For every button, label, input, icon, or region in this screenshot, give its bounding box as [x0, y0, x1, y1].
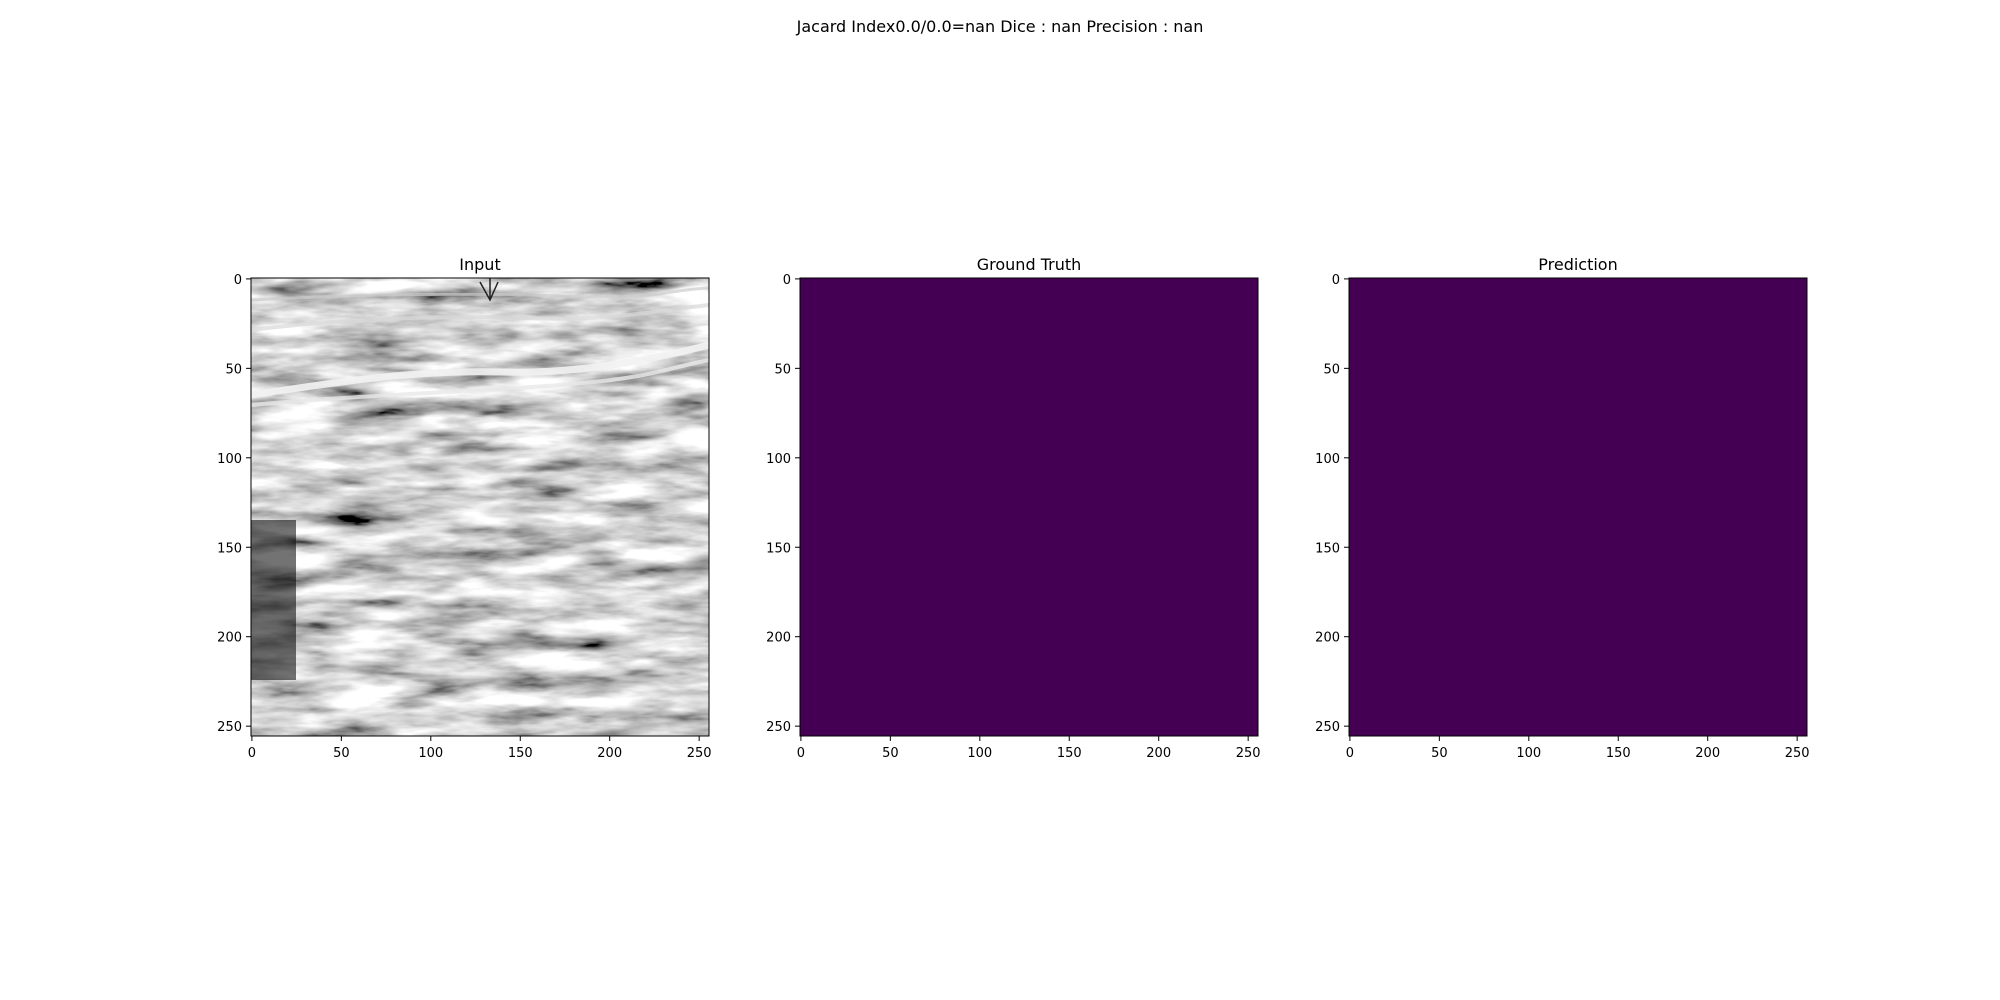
x-tick-label: 50: [882, 746, 899, 761]
x-axis-ticks: 0 50 100 150 200 250: [248, 736, 712, 761]
y-tick-label: 0: [783, 273, 791, 288]
ground-truth-mask: [800, 278, 1258, 736]
x-tick-label: 150: [1057, 746, 1082, 761]
x-tick-label: 100: [418, 746, 443, 761]
y-axis-ticks: 0 50 100 150 200 250: [217, 273, 251, 735]
y-tick-label: 50: [225, 362, 242, 377]
y-tick-label: 100: [766, 452, 791, 467]
y-tick-label: 150: [217, 541, 242, 556]
y-tick-label: 0: [1332, 273, 1340, 288]
y-tick-label: 200: [1315, 631, 1340, 646]
x-tick-label: 200: [1695, 746, 1720, 761]
x-tick-label: 200: [597, 746, 622, 761]
y-tick-label: 250: [217, 720, 242, 735]
panel-title: Ground Truth: [977, 255, 1082, 274]
x-tick-label: 250: [687, 746, 712, 761]
x-tick-label: 50: [1431, 746, 1448, 761]
figure-suptitle: Jacard Index0.0/0.0=nan Dice : nan Preci…: [796, 17, 1204, 36]
x-tick-label: 150: [508, 746, 533, 761]
y-tick-label: 250: [1315, 720, 1340, 735]
panel-prediction: Prediction 0 50 100 150 200 250 0 50 100 150 200 2…: [1315, 255, 1809, 761]
y-tick-label: 150: [766, 541, 791, 556]
y-tick-label: 150: [1315, 541, 1340, 556]
y-tick-label: 200: [217, 631, 242, 646]
prediction-mask: [1349, 278, 1807, 736]
panel-ground-truth: Ground Truth 0 50 100 150 200 250 0 50 100 150 20…: [766, 255, 1260, 761]
y-tick-label: 50: [774, 362, 791, 377]
y-tick-label: 200: [766, 631, 791, 646]
y-tick-label: 100: [1315, 452, 1340, 467]
y-axis-ticks: 0 50 100 150 200 250: [766, 273, 800, 735]
x-tick-label: 50: [333, 746, 350, 761]
input-image: [251, 278, 709, 736]
y-tick-label: 100: [217, 452, 242, 467]
panel-input: Input 0 50 100 150 200 250 0 50 100 150 200 250: [217, 255, 711, 761]
y-tick-label: 0: [234, 273, 242, 288]
y-tick-label: 250: [766, 720, 791, 735]
x-axis-ticks: 0 50 100 150 200 250: [1346, 736, 1810, 761]
panel-title: Prediction: [1538, 255, 1617, 274]
x-tick-label: 200: [1146, 746, 1171, 761]
y-tick-label: 50: [1323, 362, 1340, 377]
x-axis-ticks: 0 50 100 150 200 250: [797, 736, 1261, 761]
y-axis-ticks: 0 50 100 150 200 250: [1315, 273, 1349, 735]
x-tick-label: 0: [1346, 746, 1354, 761]
x-tick-label: 250: [1785, 746, 1810, 761]
x-tick-label: 250: [1236, 746, 1261, 761]
x-tick-label: 100: [1516, 746, 1541, 761]
x-tick-label: 0: [248, 746, 256, 761]
x-tick-label: 100: [967, 746, 992, 761]
x-tick-label: 150: [1606, 746, 1631, 761]
panel-title: Input: [459, 255, 500, 274]
x-tick-label: 0: [797, 746, 805, 761]
